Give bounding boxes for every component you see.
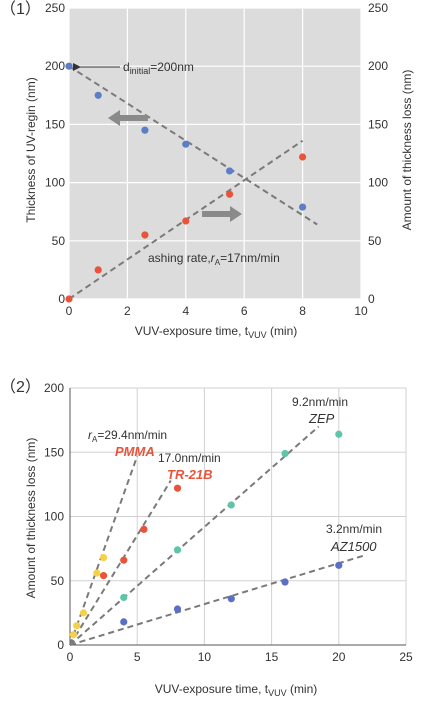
tr21b-rate-label: 17.0nm/min [158, 451, 221, 465]
panel-1-points [65, 62, 307, 303]
pmma-point [93, 569, 101, 577]
y-tick-label: 250 [45, 1, 65, 15]
panel-1-x-axis-label: VUV-exposure time, tVUV (min) [135, 324, 298, 340]
thickness-point [226, 167, 234, 175]
az1500-point [281, 578, 289, 586]
y2-tick-label: 150 [368, 117, 388, 131]
tr21b-point [140, 525, 148, 533]
az1500-point [335, 561, 343, 569]
ashing-rate-annotation: ashing rate,rA=17nm/min [148, 251, 280, 267]
x-tick-label: 0 [66, 304, 73, 318]
thickness-point [299, 203, 307, 211]
thickness-loss-point [65, 295, 73, 303]
zep-point [120, 593, 128, 602]
chart-panel-2: （2） 0 5 10 15 20 25 0 50 100 150 200 rA=29.4nm/mi… [0, 378, 413, 698]
tr21b-fit-line [69, 479, 172, 646]
panel-2-points [69, 430, 343, 639]
az1500-rate-label: 3.2nm/min [326, 522, 382, 536]
panel-2-x-ticks: 0 5 10 15 20 25 [67, 650, 413, 664]
y2-tick-label: 0 [368, 292, 375, 306]
right-axis-arrow-icon [202, 206, 242, 222]
x-tick-label: 0 [67, 650, 74, 664]
d-initial-annotation: dinitial=200nm [123, 60, 194, 76]
panel-2-y-axis-label: Amount of thickness loss (nm) [24, 438, 38, 599]
pmma-series-label: PMMA [115, 444, 155, 459]
az1500-point [173, 605, 182, 613]
panel-1-y2-ticks: 0 50 100 150 200 250 [368, 1, 388, 306]
y-tick-label: 150 [45, 117, 65, 131]
thickness-loss-point [182, 217, 190, 225]
x-tick-label: 10 [198, 650, 212, 664]
y-tick-label: 0 [58, 292, 65, 306]
thickness-loss-point [94, 266, 102, 274]
az1500-fit-line [69, 554, 366, 646]
y-tick-label: 0 [57, 638, 64, 652]
y-tick-label: 100 [44, 510, 64, 524]
thickness-point [94, 91, 102, 99]
zep-series-label: ZEP [308, 411, 335, 426]
thickness-loss-point [299, 153, 307, 161]
panel-1-y2-axis-label: Amount of thickness loss (nm) [400, 70, 414, 231]
panel-1-y-axis-label: Thickness of UV-regin (nm) [24, 77, 38, 222]
panel-2-y-ticks: 0 50 100 150 200 [44, 381, 64, 652]
tr21b-point [173, 484, 182, 492]
panel-1-label: （1） [0, 0, 41, 18]
thickness-loss-point [226, 190, 234, 198]
chart-panel-1: （1） 0 2 4 6 8 10 0 50 100 150 200 250 0 50 100 150 200… [0, 0, 414, 340]
zep-rate-label: 9.2nm/min [292, 395, 348, 409]
tr21b-point [120, 556, 128, 564]
y2-tick-label: 200 [368, 59, 388, 73]
pmma-point [69, 631, 77, 639]
x-tick-label: 15 [265, 650, 279, 664]
zep-point [173, 546, 182, 554]
thickness-point [141, 126, 149, 134]
y2-tick-label: 250 [368, 1, 388, 15]
panel-2-x-axis-label: VUV-exposure time, tVUV (min) [155, 682, 318, 698]
thickness-loss-point [141, 231, 149, 239]
x-tick-label: 2 [124, 304, 131, 318]
panel-1-x-ticks: 0 2 4 6 8 10 [66, 304, 368, 318]
tr21b-series-label: TR-21B [167, 467, 213, 482]
y2-tick-label: 50 [368, 234, 382, 248]
y-tick-label: 150 [44, 445, 64, 459]
thickness-point [182, 140, 190, 148]
panel-1-y-ticks: 0 50 100 150 200 250 [45, 1, 65, 306]
zep-fit-line [69, 425, 320, 646]
y-tick-label: 100 [45, 176, 65, 190]
az1500-point [120, 618, 128, 626]
thickness-point [65, 62, 73, 70]
y-tick-label: 50 [51, 574, 65, 588]
y-tick-label: 200 [44, 381, 64, 395]
az1500-point [227, 595, 235, 603]
x-tick-label: 6 [241, 304, 248, 318]
y2-tick-label: 100 [368, 176, 388, 190]
panel-1-plot-area [69, 8, 361, 299]
x-tick-label: 4 [182, 304, 189, 318]
y-tick-label: 50 [52, 234, 66, 248]
x-tick-label: 10 [354, 304, 368, 318]
x-tick-label: 8 [299, 304, 306, 318]
pmma-point [79, 609, 88, 617]
az1500-series-label: AZ1500 [330, 539, 377, 554]
tr21b-point [100, 572, 108, 580]
pmma-point [73, 622, 81, 630]
x-tick-label: 20 [332, 650, 346, 664]
panel-2-label: （2） [0, 378, 41, 396]
x-tick-label: 25 [399, 650, 413, 664]
pmma-point [100, 554, 108, 562]
fit-line [68, 65, 318, 226]
pmma-rate-label: rA=29.4nm/min [88, 428, 167, 444]
left-axis-arrow-icon [108, 110, 148, 126]
zep-point [335, 430, 343, 438]
x-tick-label: 5 [134, 650, 141, 664]
zep-point [281, 449, 289, 458]
y-tick-label: 200 [45, 59, 65, 73]
zep-point [227, 501, 235, 509]
panel-2-grid [69, 387, 407, 646]
